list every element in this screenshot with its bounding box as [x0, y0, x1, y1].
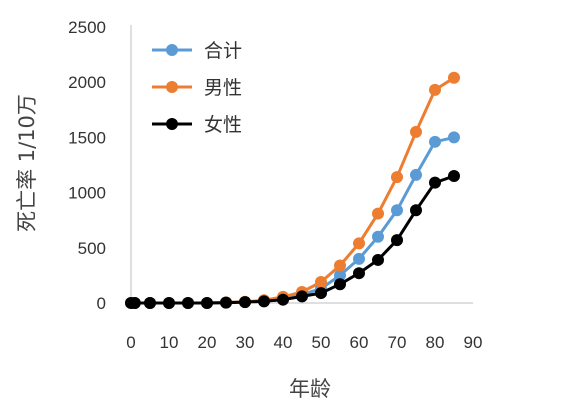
- data-point: [353, 267, 365, 280]
- data-point: [220, 296, 232, 309]
- data-point: [182, 297, 194, 309]
- data-point: [163, 297, 175, 309]
- x-tick-label: 90: [464, 333, 483, 352]
- series-line: [129, 135, 456, 305]
- x-tick-label: 80: [426, 333, 445, 352]
- data-point: [448, 71, 460, 84]
- x-tick-label: 60: [350, 333, 369, 352]
- data-point: [429, 135, 441, 148]
- y-tick-label: 500: [78, 239, 106, 258]
- data-point: [315, 276, 327, 289]
- data-point: [334, 269, 346, 282]
- data-point: [144, 297, 156, 309]
- data-point: [410, 168, 422, 181]
- y-tick-label: 2500: [68, 18, 106, 37]
- axes: 0 500 1000 1500 2000 2500 0 10 20 30 40 50 60 70 80 90: [68, 18, 482, 352]
- data-point: [353, 252, 365, 265]
- data-point: [201, 297, 213, 309]
- data-point: [372, 253, 384, 266]
- x-tick-label: 50: [312, 333, 331, 352]
- legend-label: 男性: [204, 77, 242, 99]
- x-axis-title: 年龄: [289, 377, 331, 401]
- data-point: [410, 204, 422, 217]
- series-2: [125, 71, 460, 309]
- data-point: [429, 176, 441, 189]
- legend-swatch-marker: [166, 118, 178, 130]
- legend-item: 男性: [152, 77, 242, 99]
- x-tick-label: 30: [236, 333, 255, 352]
- data-point: [391, 171, 403, 184]
- x-tick-label: 40: [274, 333, 293, 352]
- data-point: [128, 297, 141, 309]
- data-point: [410, 125, 422, 138]
- legend-item: 合计: [152, 40, 242, 62]
- data-point: [334, 259, 346, 272]
- data-point: [372, 207, 384, 220]
- data-point: [391, 234, 403, 247]
- data-point: [372, 230, 384, 243]
- y-axis-title: 死亡率 1/10万: [15, 94, 39, 232]
- legend-label: 女性: [204, 114, 242, 136]
- data-point: [258, 295, 270, 308]
- series-3: [125, 170, 460, 309]
- series-layer: [125, 71, 460, 309]
- y-tick-label: 1500: [68, 128, 106, 147]
- data-point: [296, 290, 308, 303]
- data-point: [429, 83, 441, 96]
- y-tick-label: 0: [97, 294, 106, 313]
- data-point: [448, 170, 460, 183]
- legend-label: 合计: [204, 40, 242, 62]
- data-point: [353, 237, 365, 250]
- data-point: [334, 278, 346, 291]
- data-point: [239, 296, 251, 309]
- y-tick-label: 1000: [68, 184, 106, 203]
- data-point: [448, 131, 460, 144]
- legend-swatch-marker: [166, 81, 178, 93]
- data-point: [277, 293, 289, 306]
- x-tick-label: 0: [126, 333, 135, 352]
- legend-swatch-marker: [166, 44, 178, 56]
- x-tick-label: 20: [198, 333, 217, 352]
- series-line: [129, 76, 456, 305]
- data-point: [391, 204, 403, 217]
- legend-item: 女性: [152, 114, 242, 136]
- x-tick-label: 70: [388, 333, 407, 352]
- data-point: [315, 287, 327, 300]
- y-tick-label: 2000: [68, 73, 106, 92]
- x-tick-label: 10: [160, 333, 179, 352]
